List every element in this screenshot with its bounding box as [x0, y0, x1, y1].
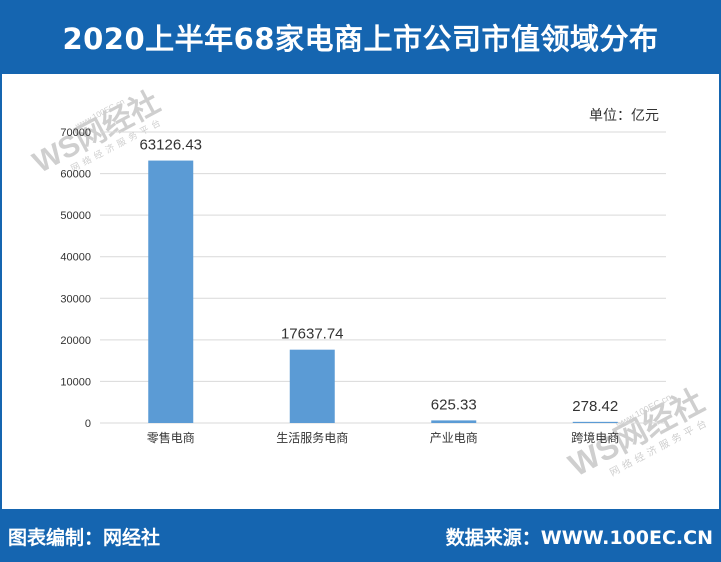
bar — [148, 160, 194, 423]
x-tick-label: 跨境电商 — [571, 430, 619, 445]
y-tick-label: 40000 — [60, 252, 91, 264]
data-label: 17637.74 — [281, 326, 344, 343]
y-tick-label: 60000 — [60, 169, 91, 181]
data-label: 278.42 — [572, 398, 618, 415]
y-tick-label: 30000 — [60, 293, 91, 305]
x-tick-label: 产业电商 — [430, 430, 478, 445]
y-tick-label: 0 — [85, 418, 91, 430]
data-label: 625.33 — [431, 396, 477, 413]
y-tick-label: 50000 — [60, 210, 91, 222]
bar — [572, 421, 618, 423]
y-tick-label: 10000 — [60, 376, 91, 388]
page-title: 2020上半年68家电商上市公司市值领域分布 — [0, 0, 721, 74]
footer-source-editor: 图表编制：网经社 — [8, 527, 161, 549]
footer: 图表编制：网经社 数据来源：WWW.100EC.CN — [0, 509, 721, 562]
bar — [289, 349, 335, 423]
unit-label: 单位：亿元 — [589, 108, 659, 124]
x-tick-label: 生活服务电商 — [276, 430, 348, 445]
y-tick-label: 20000 — [60, 335, 91, 347]
x-tick-label: 零售电商 — [147, 430, 195, 445]
bar-chart: 0 10000 20000 30000 40000 50000 60000 70000 6312… — [60, 127, 666, 445]
data-label: 63126.43 — [139, 137, 202, 154]
bar — [431, 420, 477, 423]
y-tick-label: 70000 — [60, 127, 91, 139]
footer-data-source: 数据来源：WWW.100EC.CN — [445, 527, 713, 549]
